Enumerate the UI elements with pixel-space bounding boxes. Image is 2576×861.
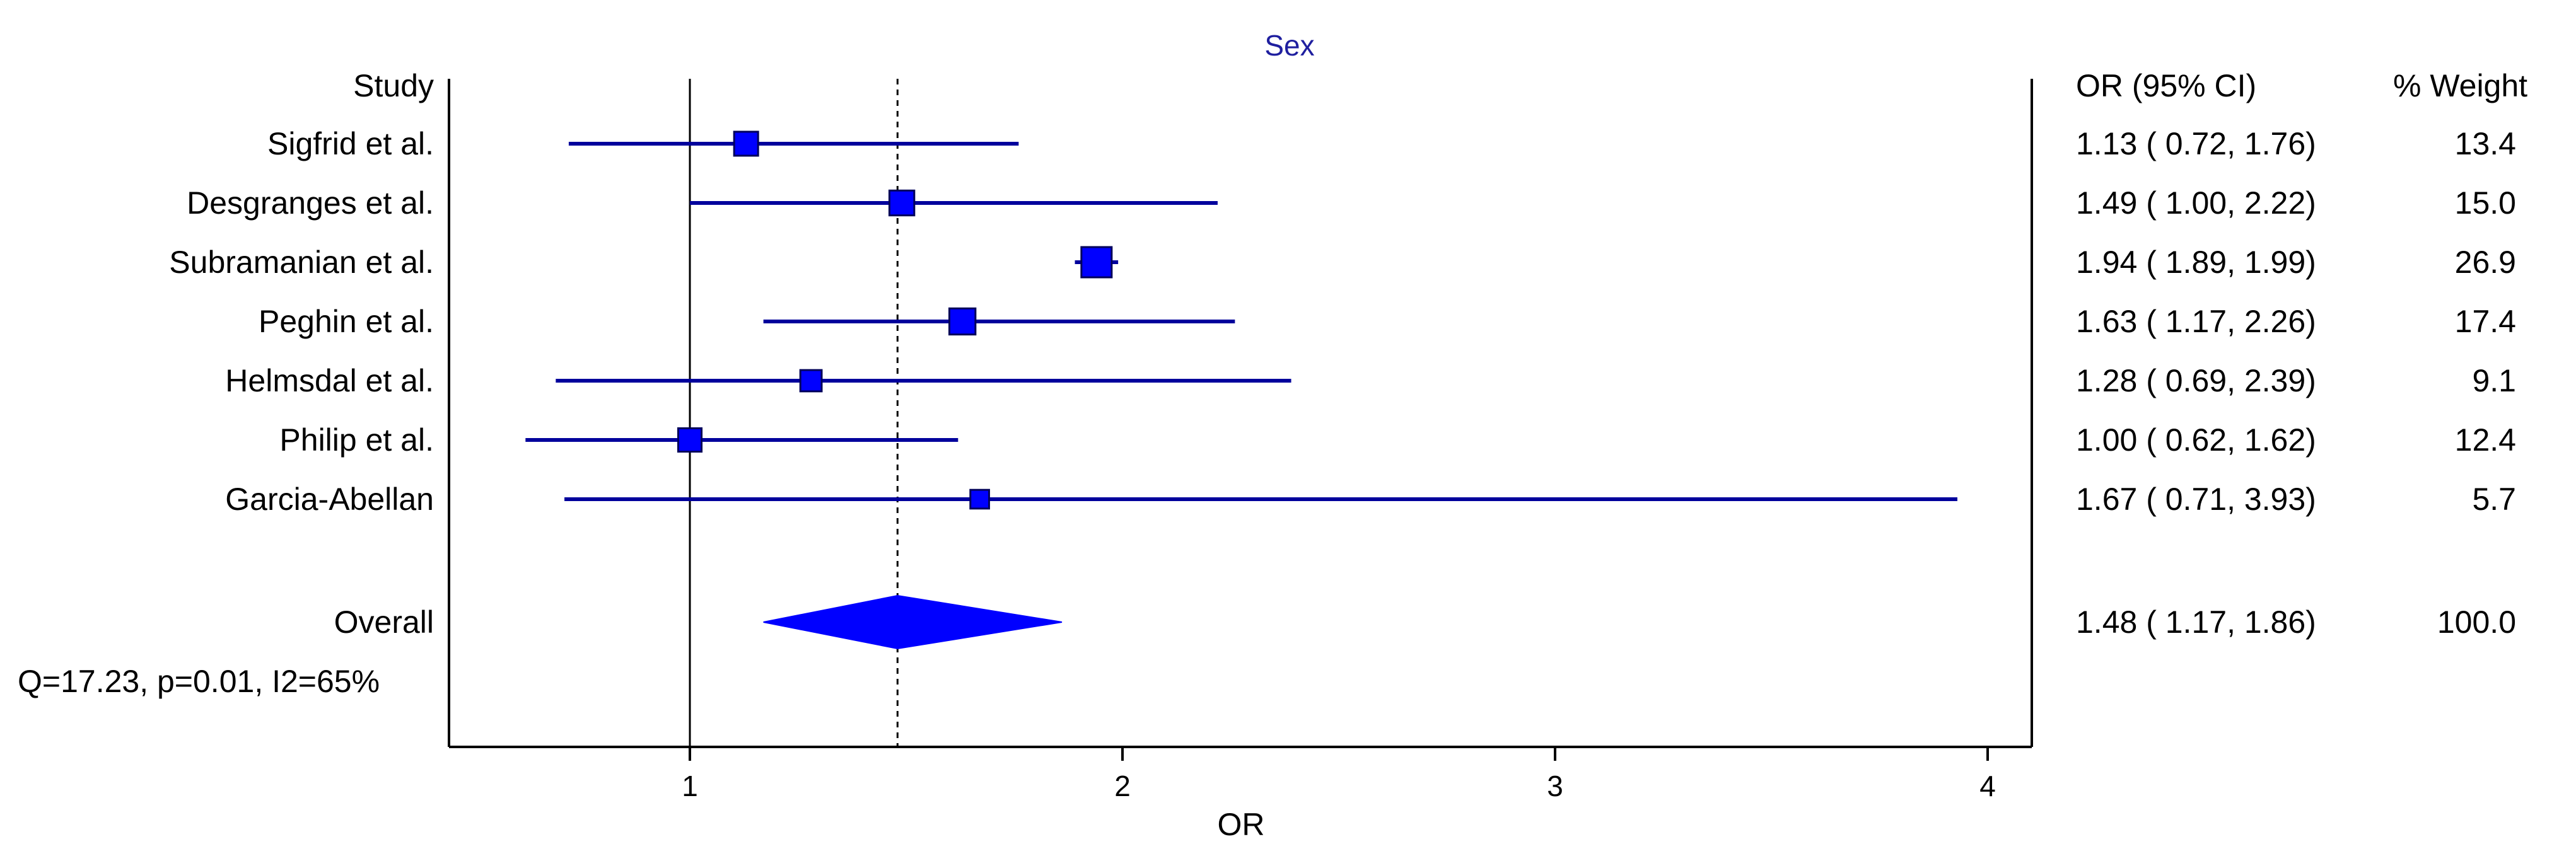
study-estimate-marker [677,427,703,453]
study-weight: 12.4 [2455,422,2516,458]
overall-summary-diamond [763,594,1063,650]
x-axis-label: OR [1218,807,1265,842]
study-name: Garcia-Abellan [225,482,434,517]
study-name: Philip et al. [279,422,434,458]
study-estimate-marker [799,369,823,393]
study-name: Sigfrid et al. [267,126,434,161]
study-estimate-text: 1.63 ( 1.17, 2.26) [2076,304,2316,339]
x-tick-label: 2 [1114,770,1131,802]
plot-frame [448,79,2033,748]
x-tick-label: 3 [1547,770,1563,802]
study-estimate-marker [1080,246,1113,279]
study-weight: 17.4 [2455,304,2516,339]
column-header-study: Study [353,68,434,103]
study-marks [525,130,1957,650]
x-tick-label: 4 [1979,770,1996,802]
x-tick-label: 1 [682,770,698,802]
chart-title: Sex [1264,29,1314,62]
heterogeneity-statistics: Q=17.23, p=0.01, I2=65% [18,664,380,699]
study-weight: 13.4 [2455,126,2516,161]
column-header-estimate: OR (95% CI) [2076,68,2256,103]
study-name: Desgranges et al. [187,185,434,221]
x-axis-ticks: 1 2 3 4 [682,747,1996,802]
column-header-weight: % Weight [2393,68,2527,103]
study-name: Helmsdal et al. [225,363,434,398]
study-estimate-text: 1.00 ( 0.62, 1.62) [2076,422,2316,458]
study-weight: 9.1 [2472,363,2516,398]
overall-label: Overall [334,604,434,640]
study-weight: 15.0 [2455,185,2516,221]
study-name: Subramanian et al. [169,245,434,280]
study-name: Peghin et al. [259,304,434,339]
study-estimate-text: 1.49 ( 1.00, 2.22) [2076,185,2316,221]
study-estimate-text: 1.94 ( 1.89, 1.99) [2076,245,2316,280]
study-weight: 26.9 [2455,245,2516,280]
study-estimate-marker [948,307,977,336]
study-weight: 5.7 [2472,482,2516,517]
study-estimate-marker [888,189,916,217]
study-estimate-marker [733,130,759,157]
overall-weight: 100.0 [2437,604,2516,640]
study-labels: Sigfrid et al. 1.13 ( 0.72, 1.76) 13.4 Desg… [169,126,2516,640]
overall-estimate-text: 1.48 ( 1.17, 1.86) [2076,604,2316,640]
study-estimate-text: 1.13 ( 0.72, 1.76) [2076,126,2316,161]
study-estimate-marker [969,488,990,510]
reference-lines [689,79,899,747]
study-estimate-text: 1.67 ( 0.71, 3.93) [2076,482,2316,517]
study-estimate-text: 1.28 ( 0.69, 2.39) [2076,363,2316,398]
